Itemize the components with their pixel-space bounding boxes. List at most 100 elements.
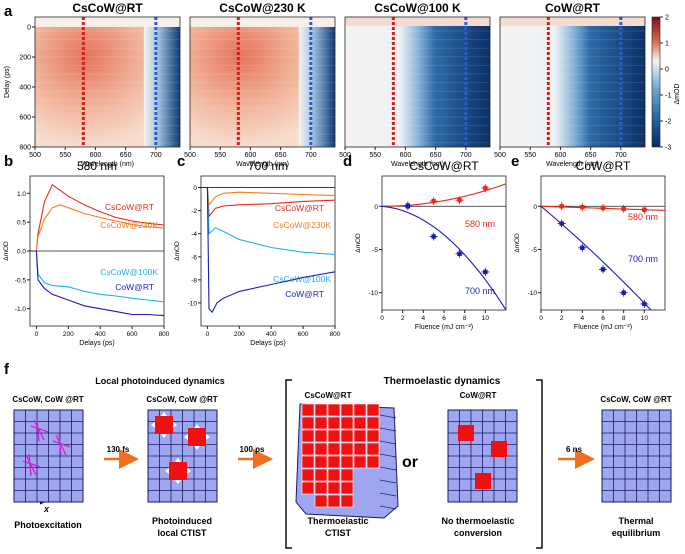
- arrow1-label: 130 fs: [107, 445, 130, 454]
- arrow3-label: 6 ns: [566, 445, 583, 454]
- strain-arrow: [194, 446, 200, 450]
- ctist-cell: [366, 429, 380, 443]
- data-point: [457, 198, 462, 203]
- x-tick-label: 0: [206, 331, 210, 338]
- y-tick-label: -10: [188, 300, 198, 307]
- ctist-cell: [327, 481, 341, 495]
- legend-cscow-100k: CsCoW@100K: [100, 267, 158, 277]
- right-bracket: [536, 379, 543, 549]
- legend-700-nm: 700 nm: [465, 286, 495, 296]
- ctist-cell: [301, 403, 315, 417]
- x-tick-label: 600: [400, 152, 412, 159]
- y-axis-label: ΔmOD: [174, 241, 181, 261]
- data-point: [621, 206, 626, 212]
- x-tick-label: 6: [442, 315, 446, 322]
- y-tick-label: -10: [369, 290, 379, 297]
- data-point: [642, 301, 647, 307]
- x-tick-label: 800: [159, 331, 170, 338]
- colorbar-tick-label: -3: [665, 145, 671, 152]
- y-tick-label: -4: [191, 231, 197, 238]
- x-tick-label: 500: [339, 152, 351, 159]
- lattice-stage3-edge: [379, 453, 397, 458]
- ctist-cell: [301, 429, 315, 443]
- y-axis-label: ΔmOD: [355, 233, 362, 253]
- ctist-cell: [340, 416, 354, 430]
- map-xlabel-3: Wavelength (nm): [391, 161, 444, 168]
- x-tick-label: 700: [460, 152, 472, 159]
- y-tick-label: 200: [19, 55, 31, 62]
- panel-a-ylabel: Delay (ps): [4, 66, 11, 98]
- ctist-cell: [353, 429, 367, 443]
- ctist-cell: [340, 429, 354, 443]
- ctist-cell: [340, 403, 354, 417]
- x-tick-label: 8: [463, 315, 467, 322]
- legend-cscow-230k: CsCoW@230K: [100, 220, 158, 230]
- data-point: [457, 251, 462, 257]
- data-point: [600, 205, 606, 211]
- map-frame-3: [344, 16, 491, 148]
- y-axis-label: ΔmOD: [3, 241, 10, 261]
- x-tick-label: 10: [641, 315, 649, 322]
- ctist-cell: [301, 468, 315, 482]
- lattice-stage3-edge: [379, 505, 397, 510]
- legend-cow-rt: CoW@RT: [285, 289, 324, 299]
- strain-arrow: [175, 458, 181, 462]
- data-point: [431, 234, 436, 239]
- y-tick-label: 0: [27, 25, 31, 32]
- map-title-2: CsCoW@230 K: [219, 1, 306, 15]
- panel-letter-a: a: [4, 3, 13, 20]
- x-axis-label: Delays (ps): [79, 340, 114, 347]
- map-frame-1: [34, 16, 181, 148]
- x-tick-label: 0: [35, 331, 39, 338]
- plot-frame: [381, 175, 507, 311]
- chart-title: 700 nm: [248, 159, 288, 173]
- x-tick-label: 8: [622, 315, 626, 322]
- colorbar-tick-label: 2: [665, 15, 669, 22]
- lattice-stage3-edge: [379, 492, 397, 497]
- or-label: or: [402, 454, 418, 471]
- strain-arrow: [161, 434, 167, 438]
- map-frame-2: [189, 16, 336, 148]
- isolated-ctist-domain-3: [475, 473, 491, 489]
- y-tick-label: 600: [19, 115, 31, 122]
- arrow2-label: 100 ps: [240, 445, 265, 454]
- map-frame-4: [499, 16, 646, 148]
- data-point: [580, 204, 585, 210]
- ctist-cell: [366, 403, 380, 417]
- map-background-3: [345, 17, 490, 147]
- colorbar-tick-label: -2: [665, 119, 671, 126]
- y-tick-label: -2: [191, 208, 197, 215]
- x-tick-label: 200: [234, 331, 245, 338]
- data-point: [642, 207, 647, 212]
- stage4-caption-line2: conversion: [454, 528, 502, 538]
- map-prezero-4: [500, 17, 645, 26]
- series-line-cow-rt: [201, 186, 336, 314]
- panel-d: CsCoW@RT 0 2 4 6 8 10 0 -5 -10 Fluence (mJ cm⁻²) Δm…: [355, 159, 507, 331]
- y-tick-label: 1.0: [17, 191, 26, 198]
- legend-cscow-230k: CsCoW@230K: [273, 220, 331, 230]
- legend-580-nm: 580 nm: [465, 219, 495, 229]
- data-point: [580, 245, 585, 250]
- isolated-ctist-domain-1: [458, 425, 474, 441]
- stage5-caption-line1: Thermal: [618, 516, 653, 526]
- series-line-cow-rt: [30, 250, 165, 317]
- stage3-caption-line1: Thermoelastic: [307, 516, 368, 526]
- x-tick-label: 700: [615, 152, 627, 159]
- stage1-caption: Photoexcitation: [14, 520, 82, 530]
- lattice-stage3-edge: [379, 414, 397, 419]
- x-axis-label: Delays (ps): [250, 340, 285, 347]
- ctist-cell: [327, 416, 341, 430]
- y-tick-label: 0: [193, 185, 197, 192]
- ctist-cell: [314, 416, 328, 430]
- ctist-cell: [327, 494, 341, 508]
- left-bracket: [285, 379, 292, 549]
- ctist-cell: [301, 416, 315, 430]
- ctist-cell: [327, 442, 341, 456]
- data-point: [559, 204, 564, 209]
- x-tick-label: 650: [585, 152, 597, 159]
- ctist-cell: [327, 468, 341, 482]
- panel-letter-d: d: [343, 153, 352, 170]
- y-tick-label: -5: [372, 247, 378, 254]
- ctist-cell: [366, 416, 380, 430]
